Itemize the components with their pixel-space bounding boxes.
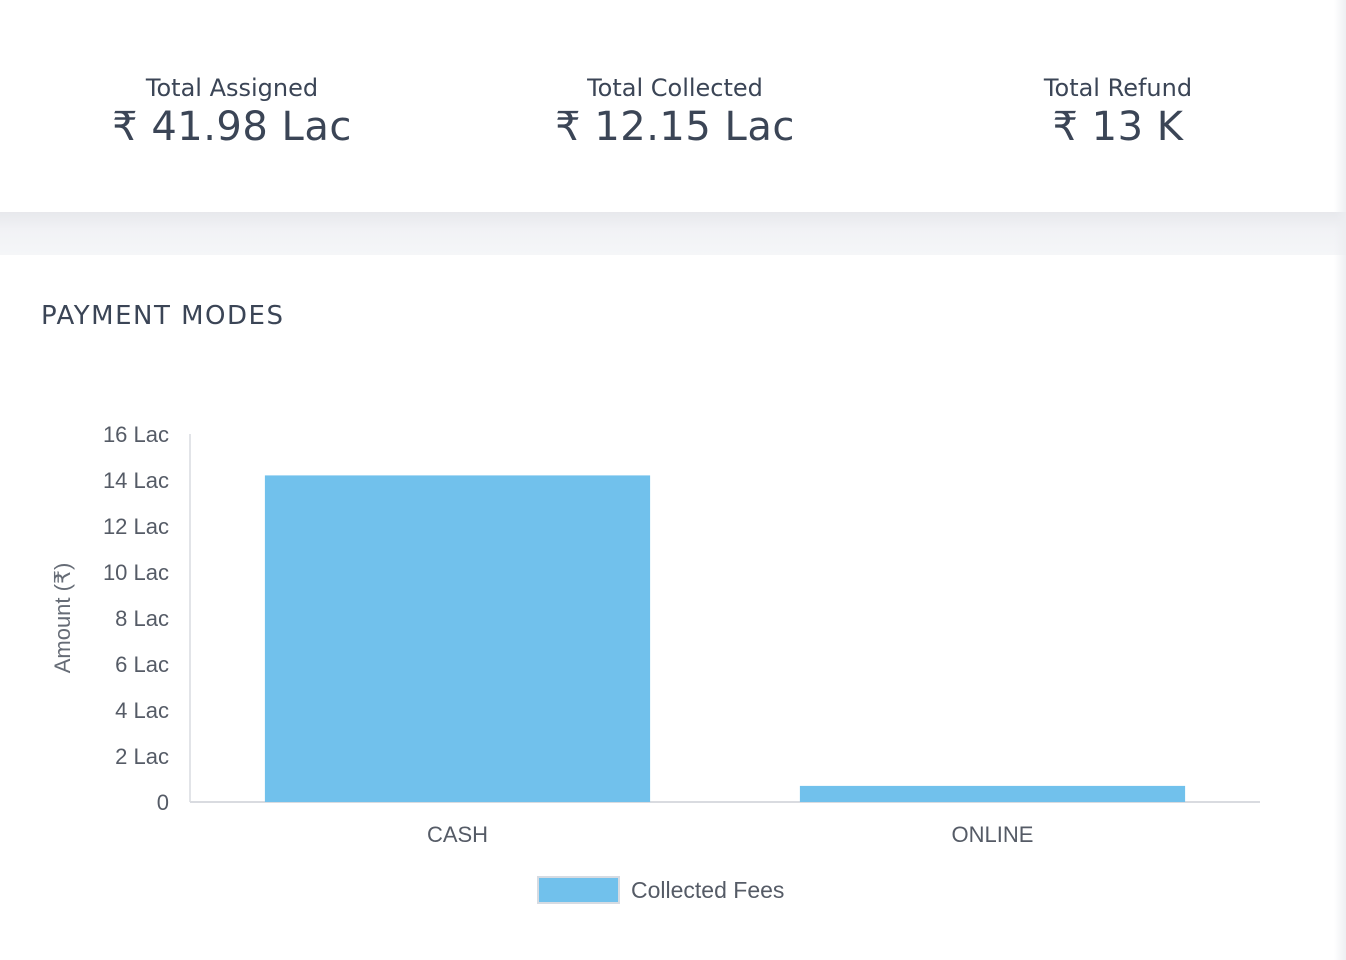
total-collected-label: Total Collected bbox=[587, 74, 763, 102]
total-refund-label: Total Refund bbox=[1043, 74, 1193, 102]
y-tick-label: 2 Lac bbox=[115, 744, 169, 769]
payment-modes-chart: 0 2 Lac 4 Lac 6 Lac 8 Lac 10 Lac 12 Lac 14 Lac 1… bbox=[50, 422, 1260, 904]
total-assigned-stat: Total Assigned ₹ 41.98 Lac bbox=[52, 70, 412, 152]
y-tick-label: 16 Lac bbox=[103, 422, 169, 447]
y-tick-label: 8 Lac bbox=[115, 606, 169, 631]
summary-card: Total Assigned ₹ 41.98 Lac Total Collect… bbox=[0, 0, 1346, 212]
bar-cash bbox=[264, 475, 651, 802]
y-tick-label: 0 bbox=[157, 790, 169, 815]
y-tick-label: 4 Lac bbox=[115, 698, 169, 723]
payment-modes-card: PAYMENT MODES 0 2 Lac 4 Lac 6 Lac 8 Lac 10 La… bbox=[0, 255, 1346, 960]
x-tick-label: ONLINE bbox=[952, 822, 1034, 847]
y-tick-label: 10 Lac bbox=[103, 560, 169, 585]
x-tick-label: CASH bbox=[427, 822, 488, 847]
y-tick-label: 14 Lac bbox=[103, 468, 169, 493]
total-collected-stat: Total Collected ₹ 12.15 Lac bbox=[495, 70, 855, 152]
total-refund-stat: Total Refund ₹ 13 K bbox=[938, 70, 1298, 152]
legend-swatch bbox=[537, 876, 620, 904]
section-divider bbox=[0, 212, 1346, 255]
payment-modes-title: PAYMENT MODES bbox=[41, 301, 285, 331]
total-assigned-label: Total Assigned bbox=[145, 74, 319, 102]
total-assigned-value: ₹ 41.98 Lac bbox=[112, 104, 352, 150]
bar-online bbox=[799, 785, 1186, 802]
y-axis-title: Amount (₹) bbox=[50, 563, 75, 674]
y-tick-label: 6 Lac bbox=[115, 652, 169, 677]
y-tick-label: 12 Lac bbox=[103, 514, 169, 539]
legend-label: Collected Fees bbox=[631, 877, 784, 903]
total-refund-value: ₹ 13 K bbox=[1052, 104, 1184, 150]
total-collected-value: ₹ 12.15 Lac bbox=[555, 104, 795, 150]
